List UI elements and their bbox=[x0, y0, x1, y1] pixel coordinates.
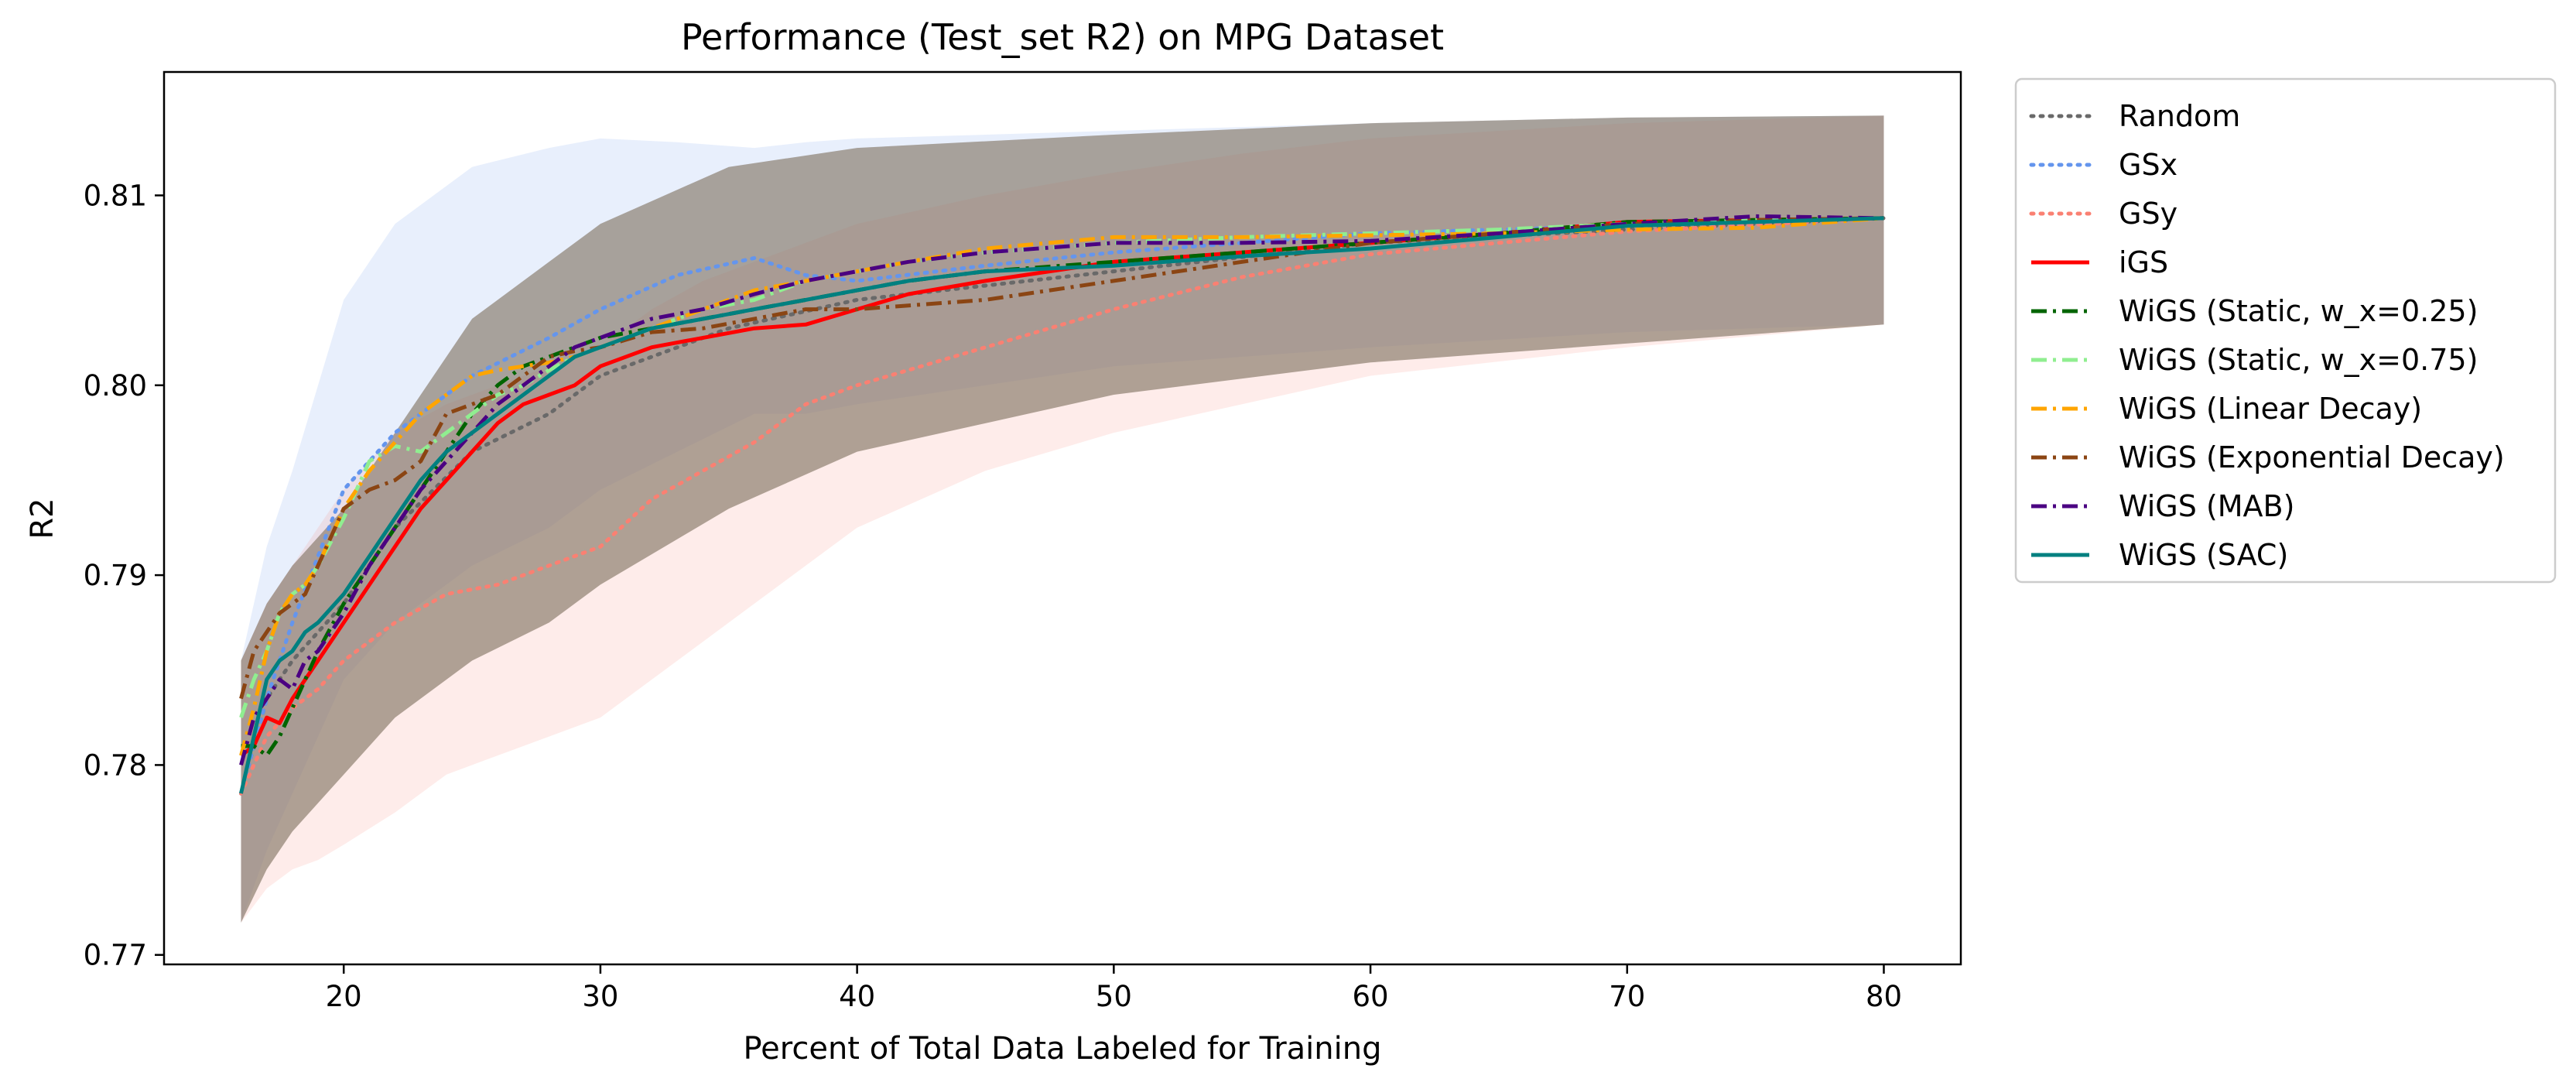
y-tick-label: 0.80 bbox=[84, 369, 147, 402]
legend-label-wigs-sac: WiGS (SAC) bbox=[2119, 538, 2288, 572]
line-wigs-linear-decay bbox=[239, 216, 1884, 756]
line-gsx bbox=[239, 216, 1886, 796]
line-wigs-static-w-x-0-75 bbox=[239, 216, 1884, 718]
legend-label-wigs-mab: WiGS (MAB) bbox=[2119, 489, 2294, 523]
legend-label-gsy: GSy bbox=[2119, 197, 2177, 231]
y-tick-label: 0.77 bbox=[84, 939, 147, 972]
y-tick-label: 0.81 bbox=[84, 179, 147, 212]
legend-label-igs: iGS bbox=[2119, 245, 2168, 279]
x-axis-ticks: 20 30 40 50 60 70 80 bbox=[326, 964, 1902, 1013]
line-wigs-exponential-decay bbox=[239, 216, 1884, 700]
legend-frame bbox=[2014, 77, 2557, 584]
plot-frame bbox=[162, 70, 1962, 966]
y-tick-label: 0.78 bbox=[84, 748, 147, 782]
x-tick-label: 50 bbox=[1096, 980, 1132, 1013]
x-tick-label: 80 bbox=[1866, 980, 1902, 1013]
legend-label-wigs-exponential-decay: WiGS (Exponential Decay) bbox=[2119, 440, 2505, 474]
x-tick-label: 60 bbox=[1353, 980, 1389, 1013]
legend-label-random: Random bbox=[2119, 99, 2240, 133]
x-tick-label: 70 bbox=[1609, 980, 1645, 1013]
series-lines bbox=[239, 214, 1886, 796]
x-axis-label: Percent of Total Data Labeled for Traini… bbox=[743, 1031, 1381, 1067]
x-tick-label: 20 bbox=[326, 980, 362, 1013]
legend-label-wigs-linear-decay: WiGS (Linear Decay) bbox=[2119, 392, 2422, 426]
y-tick-label: 0.79 bbox=[84, 559, 147, 592]
legend: Random GSx GSy iGS WiGS (Static, w_x=0.25) Wi… bbox=[2014, 77, 2557, 584]
line-wigs-mab bbox=[239, 214, 1884, 766]
line-wigs-sac bbox=[239, 216, 1884, 794]
y-axis-ticks: 0.77 0.78 0.79 0.80 0.81 bbox=[84, 179, 164, 972]
legend-label-wigs-static-w-x-0-25: WiGS (Static, w_x=0.25) bbox=[2119, 294, 2478, 328]
x-tick-label: 30 bbox=[582, 980, 618, 1013]
x-tick-label: 40 bbox=[839, 980, 875, 1013]
legend-label-wigs-static-w-x-0-75: WiGS (Static, w_x=0.75) bbox=[2119, 343, 2478, 377]
line-gsy bbox=[239, 216, 1886, 796]
legend-label-gsx: GSx bbox=[2119, 148, 2177, 182]
chart-title: Performance (Test_set R2) on MPG Dataset bbox=[681, 16, 1444, 58]
y-axis-label: R2 bbox=[25, 498, 60, 539]
